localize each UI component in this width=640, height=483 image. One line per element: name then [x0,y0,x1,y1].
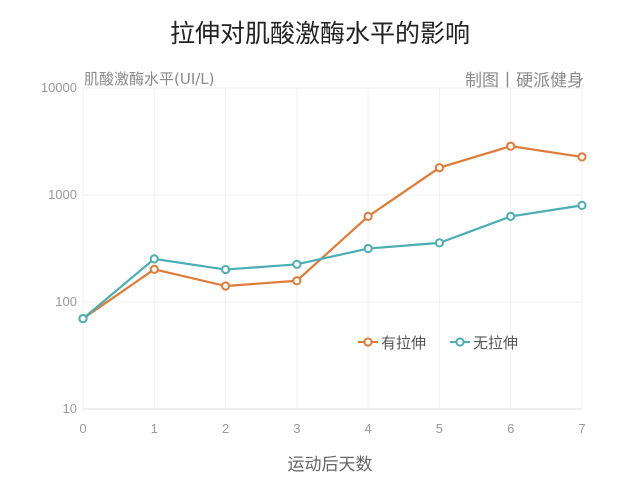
x-tick-label: 2 [222,421,229,436]
legend-label: 有拉伸 [381,334,426,352]
data-point [506,211,516,221]
data-point [149,264,159,274]
chart-title: 拉伸对肌酸激酶水平的影响 [169,19,470,48]
legend-marker [363,337,373,347]
y-axis-label: 肌酸激酶水平(UI/L) [84,70,215,88]
data-point [434,163,445,173]
x-axis-label: 运动后天数 [287,455,373,475]
y-tick-label: 10000 [41,80,77,95]
data-point [506,141,516,151]
series-line [82,145,583,320]
data-point [78,313,88,324]
data-point [577,200,587,210]
x-tick-label: 0 [79,421,86,436]
data-point [149,254,159,264]
chart-credit: 制图丨硬派健身 [465,71,584,91]
data-point [292,276,302,286]
data-point [434,238,445,248]
legend-label: 无拉伸 [473,334,518,352]
data-point [363,243,373,254]
series-line [82,204,583,320]
data-point [577,152,587,162]
data-point [292,259,302,269]
x-tick-label: 3 [293,421,300,436]
y-tick-label: 100 [55,294,77,309]
x-tick-label: 7 [578,421,585,436]
y-tick-label: 10 [63,401,77,416]
x-tick-label: 4 [365,421,372,436]
x-tick-label: 1 [151,421,158,436]
x-tick-label: 5 [436,421,443,436]
data-point [363,211,373,221]
x-tick-label: 6 [507,421,514,436]
data-point [220,281,231,291]
data-point [220,264,231,275]
y-tick-label: 1000 [48,187,77,202]
legend-marker [455,337,465,347]
